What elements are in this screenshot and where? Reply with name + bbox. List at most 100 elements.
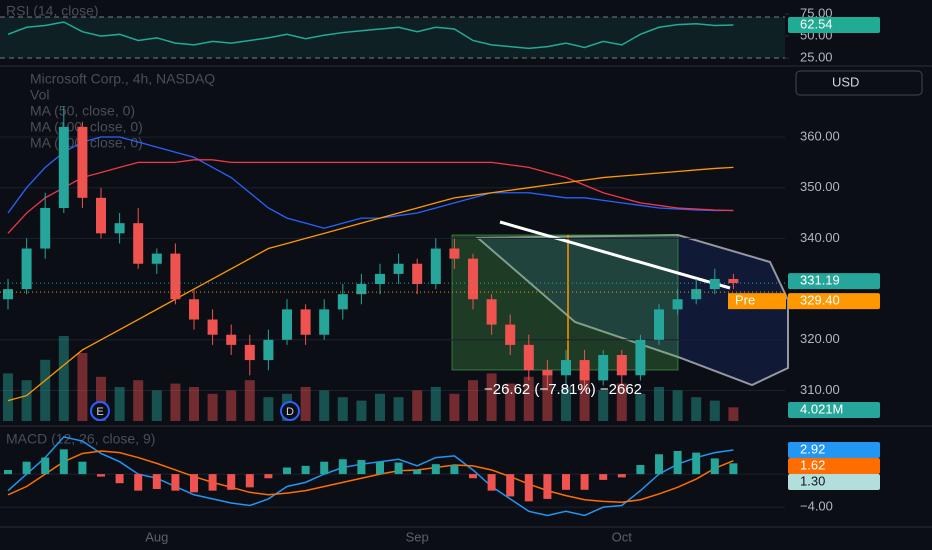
candle-body [486,299,497,325]
candle-body [598,355,609,381]
volume-bar [3,373,13,421]
value-badge [788,473,880,490]
volume-bar [412,390,423,421]
volume-bar [635,393,646,421]
histogram-bar [320,461,329,475]
candle-body [96,197,106,234]
histogram-bar [580,474,589,490]
histogram-bar [208,474,217,491]
candle-body [672,299,683,310]
volume-bar [133,380,144,421]
volume-bar [356,400,367,421]
candle-body [691,289,702,300]
histogram-bar [264,474,273,479]
candle-body [635,339,646,376]
histogram-bar [450,465,459,475]
macd-legend: MACD (12, 26, close, 9) [6,431,155,447]
histogram-bar [413,469,422,475]
premarket-badge [788,293,880,310]
volume-bar [616,383,627,421]
candle-body [151,253,162,264]
histogram-bar [524,474,533,502]
histogram-bar [59,449,68,475]
candle-body [133,223,144,264]
value-badge [788,457,880,474]
ma-legend: MA (50, close, 0) [30,103,135,119]
volume-bar [96,376,106,421]
histogram-bar [617,474,626,478]
event-label: E [96,406,103,418]
histogram-bar [636,465,645,475]
volume-bar [430,387,441,421]
histogram-bar [171,474,180,491]
candle-body [77,126,88,198]
candle-body [709,278,720,290]
volume-badge [788,402,880,418]
candle-body [319,309,330,335]
value-badge [788,17,880,34]
volume-bar [21,380,32,421]
candle-body [207,319,218,335]
main-legend: Microsoft Corp., 4h, NASDAQ [30,71,215,87]
y-tick-label: 310.00 [800,382,840,397]
volume-bar [579,380,590,421]
volume-bar [486,373,497,421]
trend-line [499,220,731,290]
volume-legend: Vol [30,87,49,103]
candle-body [728,278,739,284]
y-tick-label: 75.00 [800,6,833,21]
volume-bar [263,397,274,421]
histogram-bar [301,465,310,475]
rsi-band [0,17,785,58]
volume-badge-label: 4.021M [800,401,843,416]
histogram-bar [599,474,608,480]
volume-bar [449,393,460,421]
histogram-bar [710,458,719,475]
histogram-bar [245,474,254,488]
volume-bar [691,397,702,421]
premarket-badge-label: 329.40 [800,293,840,308]
histogram-bar [469,474,477,479]
histogram-bar [431,464,440,475]
y-tick-label: 320.00 [800,331,840,346]
volume-bar [77,353,88,421]
histogram-bar [227,474,236,490]
histogram-bar [543,474,552,499]
histogram-bar [97,474,105,477]
candle-body [170,253,181,300]
candle-body [412,263,423,285]
histogram-bar [487,474,496,491]
value-badge-label: 2.92 [800,441,825,456]
histogram-bar [357,460,366,475]
histogram-bar [673,450,682,475]
candle-body [40,207,51,249]
histogram-bar [22,461,31,475]
volume-bar [561,387,571,421]
candle-body [505,324,516,345]
volume-bar [728,407,739,421]
moving-average [7,159,734,234]
candle-body [616,355,627,376]
x-tick-label: Aug [145,529,168,544]
y-tick-label: −4.00 [800,499,833,514]
volume-bar [654,387,664,421]
candle-body [3,289,13,300]
volume-bar [40,359,51,421]
histogram-bar [78,461,87,475]
candle-body [300,309,311,335]
histogram-bar [190,474,198,493]
candle-body [430,248,441,285]
histogram-bar [506,474,515,497]
histogram-bar [376,461,384,475]
candle-body [114,223,125,234]
histogram-bar [729,463,738,475]
value-badge-label: 62.54 [800,16,833,31]
volume-bar [337,397,348,421]
volume-bar [505,383,516,421]
line [7,21,734,50]
currency-button[interactable] [795,70,923,96]
histogram-bar [338,459,347,475]
histogram-bar [115,474,124,484]
rsi-legend: RSI (14, close) [6,3,99,19]
